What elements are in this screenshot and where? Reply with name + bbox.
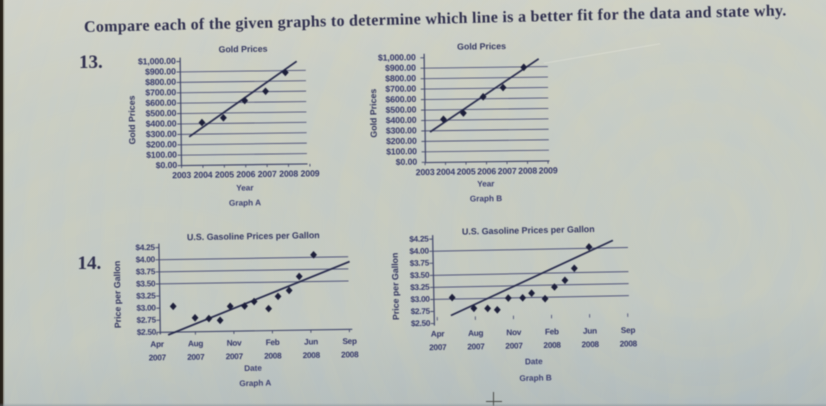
- svg-text:2004: 2004: [436, 167, 455, 177]
- svg-text:2008: 2008: [279, 169, 298, 179]
- svg-text:$300.00: $300.00: [146, 129, 177, 139]
- svg-text:$1,000.00: $1,000.00: [138, 56, 176, 66]
- svg-text:$100.00: $100.00: [386, 146, 417, 156]
- svg-text:Feb: Feb: [265, 337, 279, 346]
- svg-text:Gold Prices: Gold Prices: [457, 41, 506, 52]
- svg-text:$3.75: $3.75: [410, 259, 430, 268]
- svg-text:$100.00: $100.00: [146, 150, 177, 160]
- svg-text:Aug: Aug: [188, 339, 204, 348]
- svg-text:2006: 2006: [236, 169, 255, 179]
- svg-text:2008: 2008: [518, 166, 537, 176]
- svg-text:2007: 2007: [497, 166, 516, 176]
- svg-text:$700.00: $700.00: [145, 87, 176, 97]
- svg-text:$3.00: $3.00: [136, 303, 156, 312]
- svg-text:2007: 2007: [468, 342, 486, 351]
- svg-text:$300.00: $300.00: [385, 125, 416, 135]
- svg-text:Gold Prices: Gold Prices: [127, 96, 138, 145]
- svg-text:Nov: Nov: [507, 328, 523, 337]
- svg-text:2007: 2007: [187, 352, 205, 361]
- svg-text:$3.25: $3.25: [410, 283, 430, 292]
- svg-text:$1,000.00: $1,000.00: [377, 52, 415, 62]
- svg-text:Feb: Feb: [545, 327, 559, 336]
- svg-text:$600.00: $600.00: [145, 98, 176, 108]
- svg-text:U.S. Gasoline Prices per Gallo: U.S. Gasoline Prices per Gallon: [462, 224, 595, 237]
- svg-text:2005: 2005: [215, 170, 234, 180]
- svg-text:$700.00: $700.00: [385, 83, 416, 93]
- svg-text:2009: 2009: [538, 165, 557, 175]
- svg-text:U.S. Gasoline Prices per Gallo: U.S. Gasoline Prices per Gallon: [187, 230, 320, 242]
- svg-text:2008: 2008: [544, 341, 562, 350]
- svg-text:2008: 2008: [620, 339, 638, 348]
- svg-text:$4.25: $4.25: [409, 235, 429, 244]
- svg-text:Jun: Jun: [583, 326, 597, 335]
- svg-text:Price per Gallon: Price per Gallon: [390, 253, 401, 321]
- svg-text:2006: 2006: [477, 166, 496, 176]
- svg-text:$0.00: $0.00: [395, 157, 417, 167]
- svg-text:$3.75: $3.75: [136, 267, 156, 276]
- svg-text:$200.00: $200.00: [146, 139, 177, 149]
- svg-text:2007: 2007: [148, 353, 166, 362]
- svg-text:$200.00: $200.00: [385, 136, 416, 146]
- svg-text:Graph A: Graph A: [229, 199, 261, 208]
- svg-text:Gold Prices: Gold Prices: [218, 44, 267, 55]
- svg-text:2008: 2008: [264, 351, 282, 360]
- svg-text:$900.00: $900.00: [145, 67, 176, 77]
- svg-text:$500.00: $500.00: [385, 104, 416, 114]
- svg-text:$900.00: $900.00: [385, 63, 416, 73]
- svg-text:$3.50: $3.50: [410, 271, 430, 280]
- svg-text:Sep: Sep: [621, 326, 636, 335]
- svg-text:$4.25: $4.25: [135, 242, 155, 251]
- svg-text:2003: 2003: [172, 170, 191, 180]
- svg-text:Sep: Sep: [342, 336, 357, 345]
- svg-text:Year: Year: [477, 179, 495, 188]
- svg-text:$3.50: $3.50: [136, 279, 156, 288]
- svg-text:$2.75: $2.75: [411, 307, 431, 316]
- svg-text:$500.00: $500.00: [146, 108, 177, 118]
- svg-text:Year: Year: [236, 184, 254, 193]
- svg-text:2007: 2007: [506, 341, 524, 350]
- svg-text:2007: 2007: [225, 352, 243, 361]
- svg-text:2007: 2007: [429, 343, 447, 352]
- svg-text:Graph B: Graph B: [469, 194, 502, 203]
- svg-text:2008: 2008: [302, 350, 320, 359]
- svg-text:$400.00: $400.00: [146, 119, 177, 129]
- svg-text:$2.50: $2.50: [411, 319, 431, 328]
- svg-text:$4.00: $4.00: [135, 255, 155, 264]
- svg-text:Graph A: Graph A: [239, 378, 271, 388]
- svg-text:$0.00: $0.00: [156, 160, 178, 170]
- svg-text:Jun: Jun: [304, 337, 318, 346]
- svg-text:Apr: Apr: [150, 339, 165, 348]
- svg-text:Graph B: Graph B: [520, 373, 553, 383]
- svg-text:Date: Date: [525, 357, 543, 366]
- svg-text:Nov: Nov: [226, 338, 242, 347]
- svg-text:2005: 2005: [456, 166, 475, 176]
- svg-text:2008: 2008: [341, 350, 359, 359]
- svg-text:Aug: Aug: [468, 329, 484, 338]
- svg-text:$3.25: $3.25: [136, 291, 156, 300]
- svg-text:2004: 2004: [194, 170, 213, 180]
- svg-text:Price per Gallon: Price per Gallon: [112, 260, 123, 328]
- svg-text:$2.50: $2.50: [137, 327, 157, 336]
- svg-text:$800.00: $800.00: [145, 77, 176, 87]
- svg-text:$4.00: $4.00: [410, 247, 430, 256]
- svg-text:Gold Prices: Gold Prices: [368, 89, 379, 138]
- svg-text:Apr: Apr: [431, 329, 446, 338]
- svg-text:2008: 2008: [582, 340, 600, 349]
- svg-text:$800.00: $800.00: [385, 73, 416, 83]
- svg-text:2003: 2003: [415, 167, 434, 177]
- svg-text:$2.75: $2.75: [136, 315, 156, 324]
- svg-text:$3.00: $3.00: [411, 295, 431, 304]
- svg-text:Date: Date: [244, 363, 262, 372]
- svg-text:2009: 2009: [301, 168, 320, 178]
- svg-text:2007: 2007: [258, 169, 277, 179]
- svg-text:$400.00: $400.00: [385, 115, 416, 125]
- svg-text:$600.00: $600.00: [385, 94, 416, 104]
